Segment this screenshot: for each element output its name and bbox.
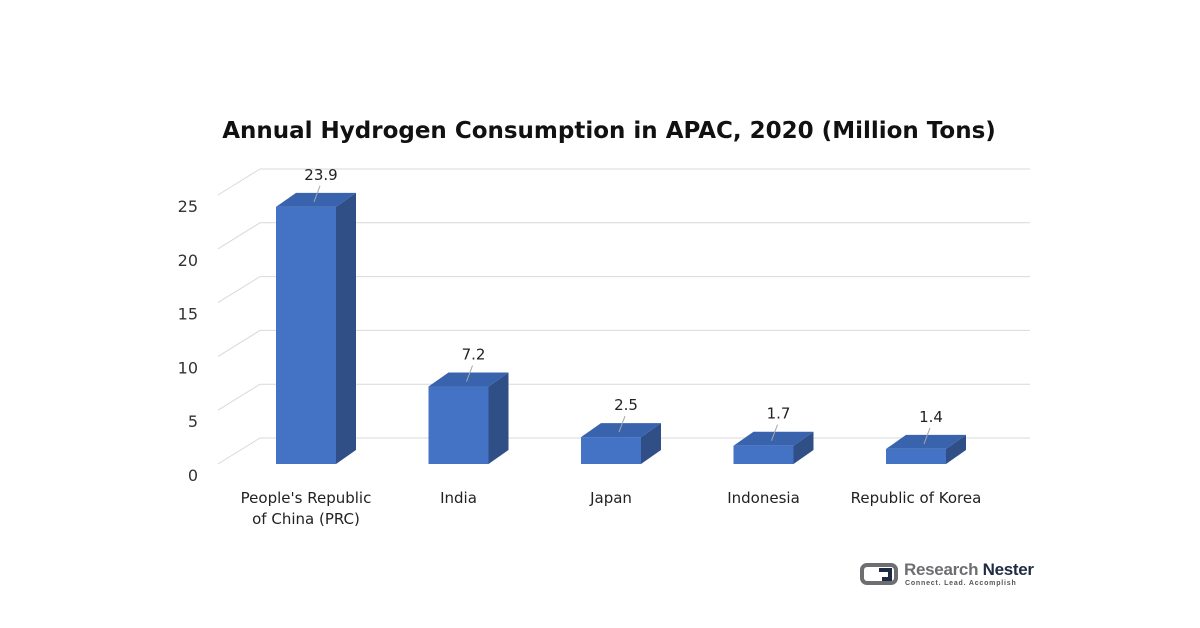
bar-front	[581, 437, 641, 464]
bar-top	[428, 372, 509, 387]
bar-side	[946, 434, 966, 464]
y-tick-label: 5	[188, 412, 198, 431]
bar	[886, 434, 966, 464]
y-tick-label: 25	[178, 197, 198, 216]
gridline	[217, 168, 1030, 196]
bar-front	[276, 206, 336, 464]
data-label-leader	[618, 415, 626, 433]
x-tick-label: People's Republic of China (PRC)	[241, 489, 372, 528]
data-label: 23.9	[304, 166, 337, 184]
y-tick-label: 15	[178, 305, 198, 324]
data-label-leader	[771, 424, 778, 441]
bar	[276, 192, 356, 464]
bar-top	[886, 434, 966, 449]
x-tick-label: India	[440, 489, 477, 507]
data-label-leader	[313, 185, 321, 203]
x-tick-label: Republic of Korea	[851, 489, 982, 507]
bar-side	[488, 372, 509, 464]
bar-side	[336, 192, 356, 464]
data-label-leader	[466, 365, 473, 382]
x-axis-labels: People's Republic of China (PRC) India Japa…	[241, 489, 982, 528]
data-label: 1.7	[767, 405, 791, 423]
gridlines	[217, 168, 1030, 465]
logo-tagline: Connect. Lead. Accomplish	[905, 580, 1017, 587]
logo-name: Research Nester	[904, 560, 1034, 579]
data-label-leader	[923, 427, 931, 445]
bar-top	[276, 192, 356, 207]
bar	[733, 431, 814, 464]
bar-front	[733, 445, 794, 464]
research-nester-logo: Research Nester Connect. Lead. Accomplis…	[860, 560, 1034, 590]
data-label: 2.5	[614, 396, 638, 414]
data-label: 1.4	[919, 408, 943, 426]
data-labels: 23.9 7.2 2.5 1.7 1.4	[304, 166, 943, 445]
bar	[581, 423, 661, 464]
gridline	[217, 383, 1030, 411]
y-tick-label: 0	[188, 466, 198, 485]
x-tick-label: Japan	[589, 489, 632, 507]
bar-front	[886, 448, 946, 464]
bar	[428, 372, 509, 464]
bar-top	[733, 431, 814, 446]
bars	[276, 192, 966, 464]
gridline	[217, 222, 1030, 250]
y-tick-label: 10	[178, 358, 198, 377]
x-tick-label: Indonesia	[727, 489, 800, 507]
bar-top	[581, 423, 661, 438]
bar-side	[641, 423, 661, 464]
bar-front	[428, 386, 489, 464]
chart-title: Annual Hydrogen Consumption in APAC, 202…	[222, 118, 996, 144]
y-axis-ticks: 0 5 10 15 20 25	[178, 197, 198, 485]
logo-mark-icon	[860, 563, 898, 585]
bar-side	[793, 431, 814, 464]
y-tick-label: 20	[178, 251, 198, 270]
gridline	[217, 329, 1030, 357]
gridline	[217, 276, 1030, 304]
data-label: 7.2	[462, 346, 486, 364]
